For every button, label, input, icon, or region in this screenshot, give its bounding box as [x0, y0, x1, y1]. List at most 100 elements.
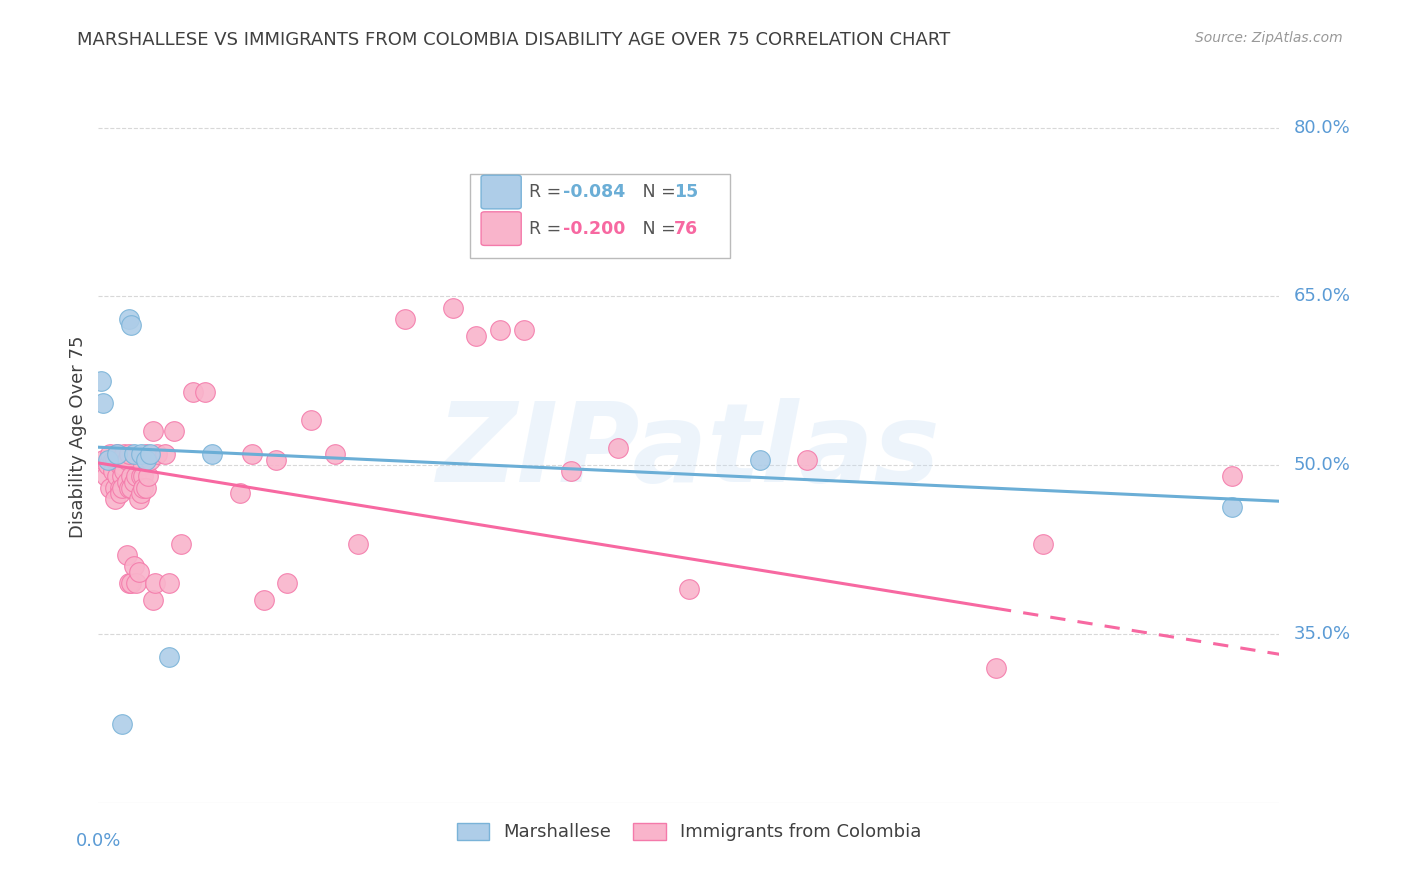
Point: [394, 312, 416, 326]
Point: [129, 486, 152, 500]
Point: [157, 576, 180, 591]
Text: 80.0%: 80.0%: [1294, 119, 1350, 136]
Point: [115, 548, 138, 562]
Point: [98, 447, 121, 461]
Point: [796, 452, 818, 467]
Point: [97, 458, 120, 473]
FancyBboxPatch shape: [481, 211, 522, 245]
Point: [121, 481, 143, 495]
Point: [146, 447, 169, 461]
Point: [97, 452, 120, 467]
Point: [105, 447, 128, 461]
Point: [125, 469, 148, 483]
Point: [194, 385, 217, 400]
Point: [91, 452, 114, 467]
Point: [512, 323, 534, 337]
Point: [108, 486, 131, 500]
Point: [170, 537, 193, 551]
Point: [748, 452, 770, 467]
Point: [157, 649, 180, 664]
Point: [153, 447, 176, 461]
Point: [91, 396, 114, 410]
Point: [201, 447, 224, 461]
Point: [607, 442, 630, 456]
Point: [135, 452, 157, 467]
Point: [129, 447, 152, 461]
Text: 15: 15: [673, 183, 697, 201]
Point: [984, 661, 1007, 675]
Point: [104, 481, 127, 495]
Point: [111, 452, 134, 467]
Point: [678, 582, 700, 596]
Point: [181, 385, 204, 400]
Point: [132, 458, 155, 473]
Point: [104, 452, 127, 467]
Point: [104, 491, 127, 506]
Point: [143, 576, 166, 591]
Point: [240, 447, 263, 461]
Point: [122, 475, 145, 489]
Point: [112, 447, 135, 461]
Text: 0.0%: 0.0%: [76, 832, 121, 850]
Point: [121, 469, 143, 483]
Point: [108, 452, 131, 467]
Y-axis label: Disability Age Over 75: Disability Age Over 75: [69, 335, 87, 539]
Text: 76: 76: [673, 219, 697, 237]
Text: -0.084: -0.084: [562, 183, 624, 201]
Point: [111, 481, 134, 495]
Point: [128, 565, 150, 579]
Point: [253, 593, 276, 607]
Point: [118, 481, 141, 495]
Point: [441, 301, 464, 315]
Point: [1032, 537, 1054, 551]
Point: [111, 469, 134, 483]
Point: [264, 452, 287, 467]
Point: [132, 481, 155, 495]
Point: [115, 475, 138, 489]
Point: [115, 452, 138, 467]
Point: [1220, 469, 1243, 483]
Point: [132, 469, 155, 483]
Point: [229, 486, 252, 500]
Text: R =: R =: [530, 183, 567, 201]
Point: [465, 328, 488, 343]
Point: [139, 447, 162, 461]
Point: [112, 464, 135, 478]
Point: [101, 464, 124, 478]
Point: [163, 425, 186, 439]
Point: [142, 425, 165, 439]
Point: [299, 413, 322, 427]
Point: [323, 447, 346, 461]
Point: [105, 447, 128, 461]
Point: [142, 593, 165, 607]
Text: N =: N =: [626, 183, 682, 201]
Point: [122, 559, 145, 574]
Text: N =: N =: [626, 219, 682, 237]
Point: [118, 312, 141, 326]
Point: [108, 481, 131, 495]
Point: [129, 469, 152, 483]
Point: [135, 481, 157, 495]
Point: [560, 464, 582, 478]
Point: [121, 576, 143, 591]
FancyBboxPatch shape: [481, 175, 522, 209]
Point: [135, 447, 157, 461]
Point: [111, 458, 134, 473]
Text: R =: R =: [530, 219, 567, 237]
Point: [1220, 500, 1243, 514]
Point: [105, 469, 128, 483]
Point: [90, 374, 112, 388]
Point: [276, 576, 298, 591]
Point: [489, 323, 512, 337]
Text: ZIPatlas: ZIPatlas: [437, 398, 941, 505]
Point: [118, 576, 141, 591]
Text: 50.0%: 50.0%: [1294, 456, 1351, 475]
Point: [101, 452, 124, 467]
Point: [108, 458, 131, 473]
Point: [128, 491, 150, 506]
Point: [122, 447, 145, 461]
FancyBboxPatch shape: [471, 174, 730, 258]
Point: [121, 318, 143, 332]
Point: [98, 481, 121, 495]
Point: [139, 452, 162, 467]
